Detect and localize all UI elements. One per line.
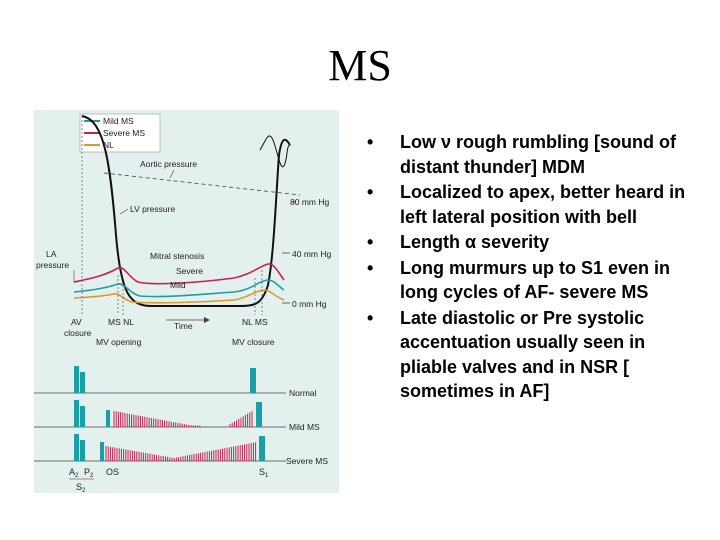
la-label-line1: LA [46,249,57,259]
mitral-stenosis-label: Mitral stenosis [150,251,204,261]
lv-pressure-label: LV pressure [130,204,175,214]
mild-ms-trace-label: Mild MS [289,422,320,432]
mild-ms-murmur [113,411,253,427]
aortic-pressure-label: Aortic pressure [140,159,197,169]
bullet-text: Length α severity [400,232,550,252]
mild-ms-s2-sound-a [74,400,79,427]
time-arrow-head [204,317,210,323]
a2-label: A2 [69,467,79,479]
la-label-line2: pressure [36,260,69,270]
mild-ms-s2-sound-b [80,406,85,427]
lv-pressure-curve [81,115,291,307]
s1-label: S1 [259,467,269,479]
bullet-item: • Long murmurs up to S1 even in long cycl… [365,256,700,305]
bullet-text: Late diastolic or Pre systolic accentuat… [400,307,646,402]
bullet-marker: • [367,132,374,152]
pressure-0-label: 0 mm Hg [292,299,327,309]
normal-s2-sound-b [80,372,85,393]
pressure-80-label: 80 mm Hg [290,197,329,207]
aortic-pressure-pointer [169,169,175,179]
severe-ms-trace-label: Severe MS [286,456,328,466]
mild-ms-os-sound [106,410,110,427]
slide-title: MS [328,41,392,90]
bullet-marker: • [367,257,374,278]
la-pressure-severe-curve [73,263,285,285]
severe-label: Severe [176,266,203,276]
bullet-text: Low ν rough rumbling [sound of distant t… [400,132,676,177]
normal-s2-sound-a [74,366,79,393]
severe-ms-os-sound [100,442,104,461]
severe-ms-s2-sound-a [74,434,79,461]
p2-label: P2 [84,467,94,479]
aortic-pressure-line [103,172,301,196]
legend-mild-ms-label: Mild MS [103,116,134,126]
mild-label: Mild [170,280,186,290]
figure-canvas: Mild MS Severe MS NL Aortic pressure 80 … [34,110,339,493]
severe-ms-s2-sound-b [80,440,85,461]
lv-pressure-pointer [119,208,129,215]
ms-nl-label: MS NL [108,317,134,327]
bullet-item: • Late diastolic or Pre systolic accentua… [365,306,700,404]
bullet-item: • Localized to apex, better heard in left… [365,180,700,229]
normal-s1-sound [250,368,256,393]
av-label-line1: AV [71,317,82,327]
bullet-marker: • [367,307,374,328]
figure-background [34,110,339,493]
s2-label: S2 [76,482,86,493]
mv-closure-label: MV closure [232,337,275,347]
aortic-wave-curve [259,135,291,168]
mv-opening-label: MV opening [96,337,142,347]
mild-ms-s1-sound [256,402,262,427]
os-label: OS [106,467,119,477]
time-label: Time [174,321,193,331]
severe-ms-murmur [105,442,257,461]
bullet-list: • Low ν rough rumbling [sound of distant … [365,130,700,405]
ms-pressure-phonocardiogram-figure: Mild MS Severe MS NL Aortic pressure 80 … [34,110,339,493]
bullet-text: Localized to apex, better heard in left … [400,182,686,227]
la-pointer [73,270,78,283]
bullet-marker: • [367,182,374,202]
nl-ms-label: NL MS [242,317,268,327]
bullet-text: Long murmurs up to S1 even in long cycle… [400,257,671,303]
la-pressure-nl-curve [73,289,285,304]
bullet-item: • Low ν rough rumbling [sound of distant … [365,130,700,179]
la-pressure-mild-curve [73,279,285,298]
normal-trace-label: Normal [289,388,317,398]
legend-nl-label: NL [103,140,114,150]
pressure-40-label: 40 mm Hg [292,249,331,259]
severe-ms-s1-sound [259,436,265,461]
bullet-item: • Length α severity [365,230,700,255]
bullet-marker: • [367,232,374,252]
legend-severe-ms-label: Severe MS [103,128,145,138]
av-label-line2: closure [64,328,92,338]
